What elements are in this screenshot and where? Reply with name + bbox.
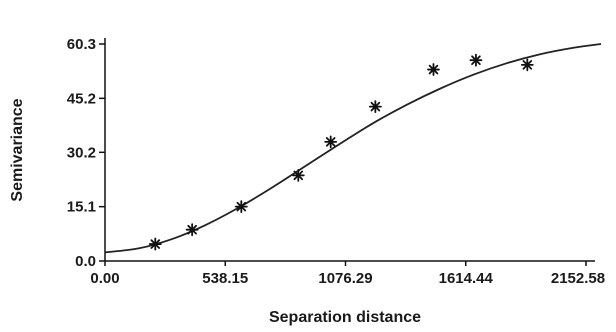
y-tick-label: 0.0 xyxy=(75,253,96,270)
fitted-model-curve xyxy=(104,43,602,254)
data-point-asterisk xyxy=(520,58,534,72)
y-axis-title: Semivariance xyxy=(9,98,26,201)
x-tick-label: 0.00 xyxy=(90,270,119,287)
y-tick-label: 45.2 xyxy=(67,90,96,107)
y-tick-label: 15.1 xyxy=(67,199,96,216)
data-point-asterisk xyxy=(368,100,382,114)
y-tick-label: 60.3 xyxy=(67,36,96,53)
x-tick-label: 1614.44 xyxy=(439,270,494,287)
y-tick-label: 30.2 xyxy=(67,144,96,161)
data-point-asterisk xyxy=(148,237,162,251)
data-point-asterisk xyxy=(324,135,338,149)
data-point-asterisk xyxy=(469,53,483,67)
data-point-asterisk xyxy=(427,63,440,76)
x-tick-label: 538.15 xyxy=(202,270,248,287)
x-axis-ticks: 0.00 538.15 1076.29 1614.44 2152.58 xyxy=(90,261,605,287)
data-points xyxy=(148,53,534,251)
data-point-asterisk xyxy=(291,168,305,182)
data-point-asterisk xyxy=(234,200,248,214)
plot-area: 0.00 538.15 1076.29 1614.44 2152.58 0.0 15.1 3… xyxy=(67,36,605,287)
x-tick-label: 2152.58 xyxy=(551,270,605,287)
y-axis-ticks: 0.0 15.1 30.2 45.2 60.3 xyxy=(67,36,105,270)
data-point-asterisk xyxy=(185,223,199,237)
x-axis-title: Separation distance xyxy=(269,309,421,326)
x-tick-label: 1076.29 xyxy=(318,270,372,287)
